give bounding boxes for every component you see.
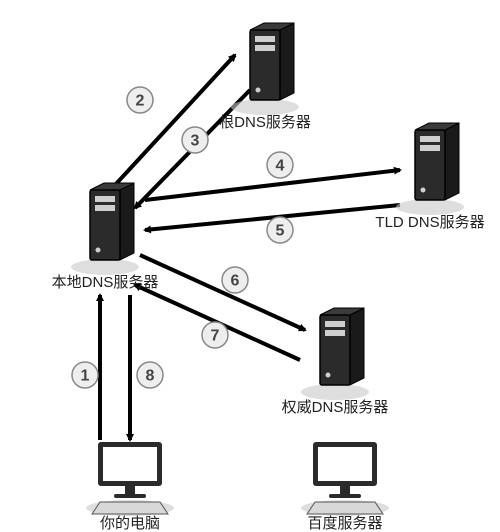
svg-text:3: 3 — [191, 133, 200, 150]
edge-step-6 — [140, 255, 305, 330]
step-badge-5: 5 — [267, 217, 293, 243]
step-badge-3: 3 — [182, 127, 208, 153]
node-tld_dns: TLD DNS服务器 — [375, 123, 484, 231]
svg-text:5: 5 — [276, 223, 285, 240]
node-label-baidu: 百度服务器 — [307, 515, 382, 532]
node-label-local_dns: 本地DNS服务器 — [52, 274, 159, 291]
step-badge-7: 7 — [202, 322, 228, 348]
svg-text:2: 2 — [136, 93, 145, 110]
node-label-your_pc: 你的电脑 — [100, 515, 160, 532]
node-label-root_dns: 根DNS服务器 — [219, 114, 311, 131]
svg-text:8: 8 — [146, 368, 155, 385]
node-label-auth_dns: 权威DNS服务器 — [282, 399, 389, 416]
step-badge-6: 6 — [222, 267, 248, 293]
node-root_dns: 根DNS服务器 — [219, 23, 311, 131]
step-badge-8: 8 — [137, 362, 163, 388]
step-badge-4: 4 — [267, 152, 293, 178]
svg-text:4: 4 — [276, 158, 285, 175]
svg-text:6: 6 — [231, 273, 240, 290]
svg-text:7: 7 — [211, 328, 220, 345]
dns-resolution-diagram: 本地DNS服务器 根DNS服务器 TLD DNS服务器权威DNS服务器你的电脑 百度服… — [0, 0, 500, 532]
node-auth_dns: 权威DNS服务器 — [282, 308, 389, 416]
svg-text:1: 1 — [81, 368, 90, 385]
step-badge-2: 2 — [127, 87, 153, 113]
node-your_pc: 你的电脑 — [86, 442, 174, 532]
node-baidu: 百度服务器 — [301, 442, 389, 532]
step-badge-1: 1 — [72, 362, 98, 388]
node-label-tld_dns: TLD DNS服务器 — [375, 214, 484, 231]
